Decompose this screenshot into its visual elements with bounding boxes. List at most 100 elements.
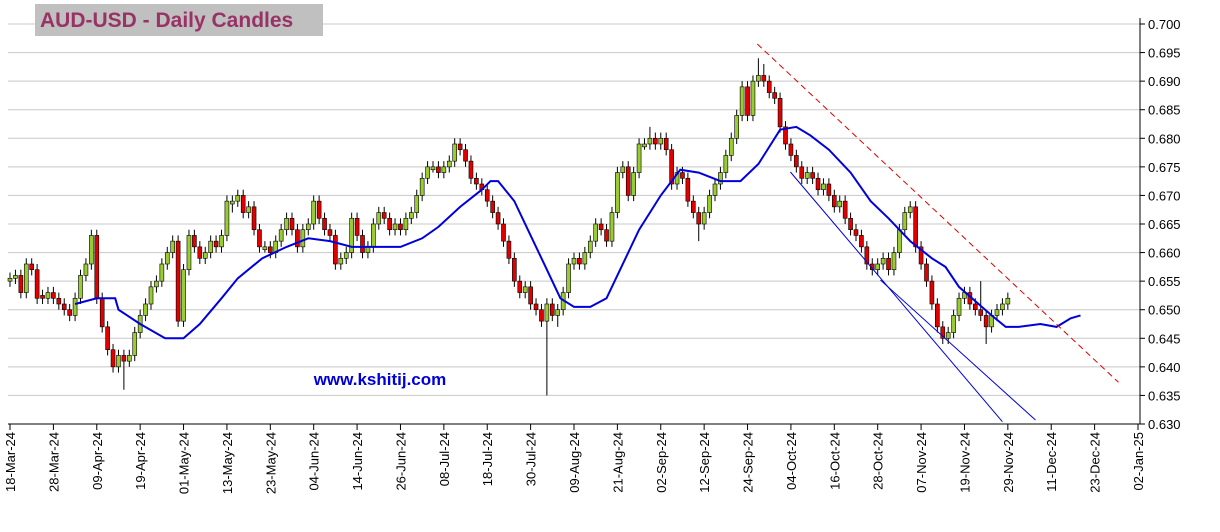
candle-body bbox=[701, 212, 707, 225]
candle-body bbox=[853, 229, 859, 236]
candle-body bbox=[414, 195, 420, 213]
candle-body bbox=[116, 355, 121, 368]
candle-body bbox=[777, 97, 783, 128]
candle-body bbox=[419, 177, 425, 196]
candle-body bbox=[951, 315, 956, 333]
x-tick-label: 21-Aug-24 bbox=[610, 432, 625, 493]
candle-body bbox=[1000, 303, 1005, 311]
candle-body bbox=[566, 263, 571, 293]
x-tick-label: 07-Nov-24 bbox=[914, 432, 929, 493]
candle-body bbox=[728, 137, 734, 156]
x-tick-label: 19-Nov-24 bbox=[957, 432, 972, 493]
candle-body bbox=[848, 217, 853, 231]
candle-body bbox=[213, 240, 219, 248]
candle-body bbox=[235, 195, 241, 202]
candle-body bbox=[452, 143, 457, 162]
candle-body bbox=[587, 240, 593, 253]
candle-body bbox=[501, 223, 506, 242]
x-tick-label: 18-Jul-24 bbox=[480, 432, 495, 486]
candle-body bbox=[745, 86, 750, 116]
candle-body bbox=[582, 252, 588, 265]
candle-body bbox=[772, 92, 777, 99]
title-background bbox=[35, 4, 323, 36]
x-tick-label: 04-Jun-24 bbox=[307, 432, 322, 491]
candle-body bbox=[409, 212, 414, 219]
candle-body bbox=[376, 212, 382, 225]
y-tick-label: 0.630 bbox=[1148, 417, 1181, 432]
candle-body bbox=[902, 212, 908, 231]
candle-body bbox=[897, 229, 902, 253]
candle-body bbox=[381, 212, 387, 219]
candle-body bbox=[34, 269, 40, 299]
candle-body bbox=[284, 217, 289, 231]
candle-body bbox=[869, 263, 875, 271]
candle-body bbox=[653, 137, 658, 145]
candle-body bbox=[425, 166, 430, 179]
candle-body bbox=[555, 309, 561, 316]
candle-body bbox=[707, 195, 712, 213]
candle-body bbox=[663, 137, 669, 151]
candle-body bbox=[327, 229, 333, 236]
candle-body bbox=[859, 235, 864, 248]
candle-body bbox=[832, 195, 837, 208]
candle-body bbox=[240, 195, 246, 213]
y-tick-label: 0.665 bbox=[1148, 217, 1181, 232]
candle-body bbox=[430, 166, 436, 171]
candle-body bbox=[186, 235, 192, 271]
candle-body bbox=[528, 286, 533, 305]
candle-body bbox=[127, 355, 132, 362]
candle-body bbox=[360, 235, 365, 253]
candle-body bbox=[148, 286, 154, 305]
candle-body bbox=[506, 240, 512, 259]
candle-body bbox=[94, 235, 100, 299]
candle-body bbox=[907, 206, 913, 213]
candle-body bbox=[61, 303, 67, 311]
candle-body bbox=[880, 257, 886, 265]
candle-body bbox=[343, 252, 349, 259]
y-tick-label: 0.685 bbox=[1148, 103, 1181, 118]
candle-body bbox=[23, 263, 29, 293]
y-tick-label: 0.695 bbox=[1148, 46, 1181, 61]
candle-body bbox=[1005, 297, 1011, 305]
candle-body bbox=[170, 240, 175, 253]
y-tick-label: 0.660 bbox=[1148, 246, 1181, 261]
x-tick-label: 01-May-24 bbox=[177, 432, 192, 494]
candle-body bbox=[691, 200, 696, 213]
candle-body bbox=[67, 309, 72, 316]
candle-body bbox=[268, 246, 273, 253]
candle-body bbox=[197, 246, 203, 259]
candle-body bbox=[631, 172, 636, 196]
candle-body bbox=[387, 217, 392, 231]
candle-body bbox=[457, 143, 463, 151]
candle-body bbox=[164, 252, 170, 265]
candle-body bbox=[392, 223, 398, 231]
x-tick-label: 08-Jul-24 bbox=[437, 432, 452, 486]
candle-body bbox=[924, 263, 929, 282]
candle-body bbox=[739, 86, 745, 116]
candle-body bbox=[495, 212, 501, 225]
candle-body bbox=[398, 223, 403, 231]
candle-body bbox=[821, 183, 826, 191]
candle-body bbox=[441, 166, 447, 173]
candle-body bbox=[794, 155, 799, 168]
candle-body bbox=[647, 137, 653, 145]
candle-body bbox=[886, 257, 891, 271]
candle-body bbox=[56, 297, 62, 305]
candle-body bbox=[175, 240, 181, 322]
x-tick-label: 02-Sep-24 bbox=[654, 432, 669, 493]
x-tick-label: 29-Nov-24 bbox=[1001, 432, 1016, 493]
candle-body bbox=[766, 80, 772, 93]
candle-body bbox=[121, 355, 127, 362]
y-tick-label: 0.675 bbox=[1148, 160, 1181, 175]
candle-body bbox=[609, 212, 615, 242]
x-tick-label: 04-Oct-24 bbox=[784, 432, 799, 490]
candle-body bbox=[842, 200, 848, 219]
candle-body bbox=[202, 252, 208, 259]
y-tick-label: 0.645 bbox=[1148, 331, 1181, 346]
candle-body bbox=[929, 280, 935, 305]
candle-body bbox=[257, 229, 262, 248]
x-tick-label: 23-Dec-24 bbox=[1088, 432, 1103, 493]
candle-body bbox=[533, 303, 539, 311]
candle-body bbox=[278, 229, 284, 242]
